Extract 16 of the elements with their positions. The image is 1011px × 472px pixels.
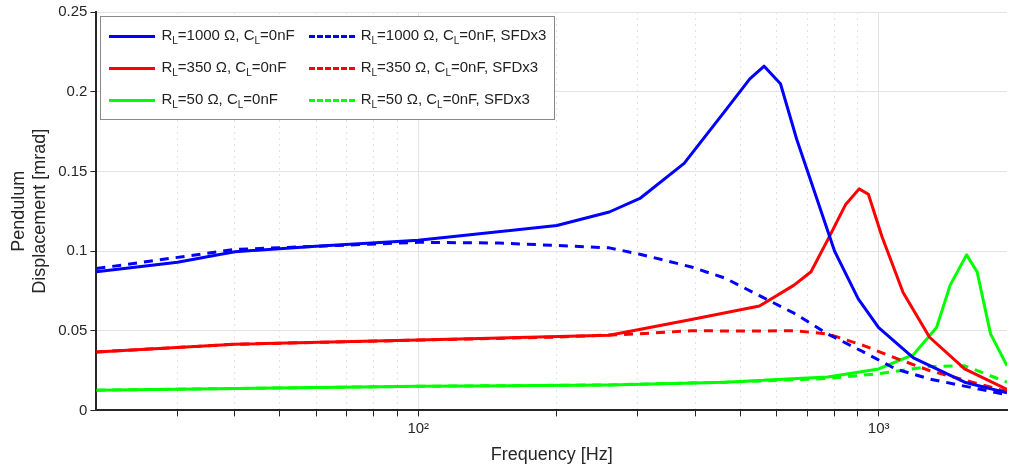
x-tick-label: 10³ <box>867 418 890 436</box>
x-axis-title: Frequency [Hz] <box>490 444 613 465</box>
x-tick-label: 10² <box>407 418 430 436</box>
y-axis-title: Pendulum Displacement [mrad] <box>7 128 50 294</box>
legend-label: R$_{L}$=1000 Ω, C$_{L}$=0nF <box>161 26 295 46</box>
legend-label: R$_{L}$=50 Ω, C$_{L}$=0nF, SFDx3 <box>360 90 530 110</box>
y-tick-label: 0.15 <box>58 161 88 179</box>
legend-label: R$_{L}$=1000 Ω, C$_{L}$=0nF, SFDx3 <box>360 26 547 46</box>
legend-label: R$_{L}$=350 Ω, C$_{L}$=0nF <box>161 58 287 78</box>
y-tick-label: 0.1 <box>66 241 88 259</box>
y-tick-label: 0 <box>79 400 88 418</box>
y-tick-label: 0.05 <box>58 320 88 338</box>
y-tick-label: 0.2 <box>66 81 88 99</box>
y-tick-label: 0.25 <box>58 2 88 20</box>
legend-label: R$_{L}$=50 Ω, C$_{L}$=0nF <box>161 90 278 110</box>
legend-label: R$_{L}$=350 Ω, C$_{L}$=0nF, SFDx3 <box>360 58 539 78</box>
